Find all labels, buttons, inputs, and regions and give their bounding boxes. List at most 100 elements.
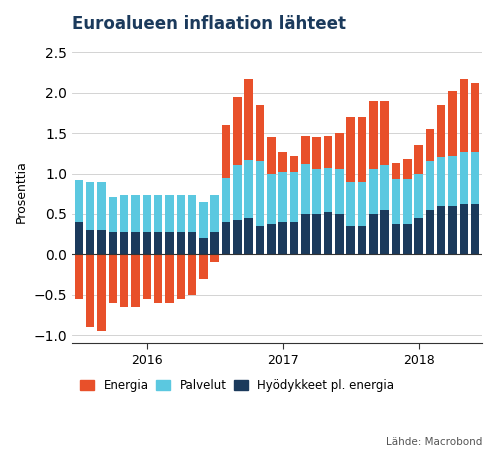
Bar [108, 197, 117, 232]
Bar [75, 255, 83, 299]
Bar [335, 214, 343, 255]
Bar [75, 180, 83, 222]
Bar [346, 181, 355, 226]
Bar [188, 232, 196, 255]
Bar [471, 152, 480, 204]
Text: Euroalueen inflaation lähteet: Euroalueen inflaation lähteet [72, 15, 346, 33]
Bar [278, 222, 287, 255]
Bar [97, 181, 106, 230]
Bar [380, 165, 389, 210]
Bar [86, 255, 94, 327]
Bar [267, 173, 276, 224]
Bar [211, 255, 219, 263]
Bar [460, 152, 468, 204]
Bar [120, 255, 128, 307]
Bar [165, 195, 173, 232]
Bar [278, 152, 287, 172]
Y-axis label: Prosenttia: Prosenttia [15, 160, 28, 223]
Bar [403, 159, 412, 179]
Bar [471, 204, 480, 255]
Bar [369, 169, 378, 214]
Bar [437, 105, 445, 157]
Bar [324, 212, 332, 255]
Bar [460, 79, 468, 152]
Bar [75, 222, 83, 255]
Bar [358, 117, 366, 181]
Bar [301, 214, 310, 255]
Bar [290, 222, 298, 255]
Bar [392, 163, 400, 179]
Bar [267, 137, 276, 173]
Bar [131, 255, 140, 307]
Bar [256, 105, 264, 161]
Bar [448, 91, 457, 156]
Bar [346, 226, 355, 255]
Bar [403, 224, 412, 255]
Bar [176, 232, 185, 255]
Bar [245, 160, 253, 218]
Bar [199, 202, 208, 238]
Bar [108, 232, 117, 255]
Bar [233, 165, 242, 220]
Bar [131, 195, 140, 232]
Bar [301, 164, 310, 214]
Bar [437, 157, 445, 206]
Bar [392, 224, 400, 255]
Bar [86, 181, 94, 230]
Bar [369, 214, 378, 255]
Bar [414, 218, 423, 255]
Bar [154, 255, 163, 303]
Bar [425, 161, 434, 210]
Bar [256, 161, 264, 226]
Text: Lähde: Macrobond: Lähde: Macrobond [386, 436, 482, 446]
Bar [414, 173, 423, 218]
Bar [143, 195, 151, 232]
Bar [165, 232, 173, 255]
Bar [460, 204, 468, 255]
Bar [176, 195, 185, 232]
Bar [222, 222, 230, 255]
Bar [437, 206, 445, 255]
Bar [154, 232, 163, 255]
Bar [222, 177, 230, 222]
Bar [380, 210, 389, 255]
Bar [324, 136, 332, 168]
Bar [233, 220, 242, 255]
Bar [358, 226, 366, 255]
Bar [188, 255, 196, 295]
Bar [131, 232, 140, 255]
Bar [143, 255, 151, 299]
Bar [245, 218, 253, 255]
Bar [358, 181, 366, 226]
Bar [335, 169, 343, 214]
Bar [313, 137, 321, 169]
Bar [290, 172, 298, 222]
Bar [233, 97, 242, 165]
Bar [278, 172, 287, 222]
Bar [267, 224, 276, 255]
Legend: Energia, Palvelut, Hyödykkeet pl. energia: Energia, Palvelut, Hyödykkeet pl. energi… [78, 377, 397, 394]
Bar [188, 195, 196, 232]
Bar [448, 206, 457, 255]
Bar [245, 79, 253, 160]
Bar [120, 195, 128, 232]
Bar [165, 255, 173, 303]
Bar [199, 255, 208, 279]
Bar [414, 145, 423, 173]
Bar [120, 232, 128, 255]
Bar [143, 232, 151, 255]
Bar [313, 169, 321, 214]
Bar [154, 195, 163, 232]
Bar [211, 195, 219, 232]
Bar [108, 255, 117, 303]
Bar [199, 238, 208, 255]
Bar [86, 230, 94, 255]
Bar [335, 133, 343, 169]
Bar [97, 255, 106, 331]
Bar [97, 230, 106, 255]
Bar [369, 101, 378, 169]
Bar [448, 156, 457, 206]
Bar [176, 255, 185, 299]
Bar [425, 129, 434, 161]
Bar [392, 179, 400, 224]
